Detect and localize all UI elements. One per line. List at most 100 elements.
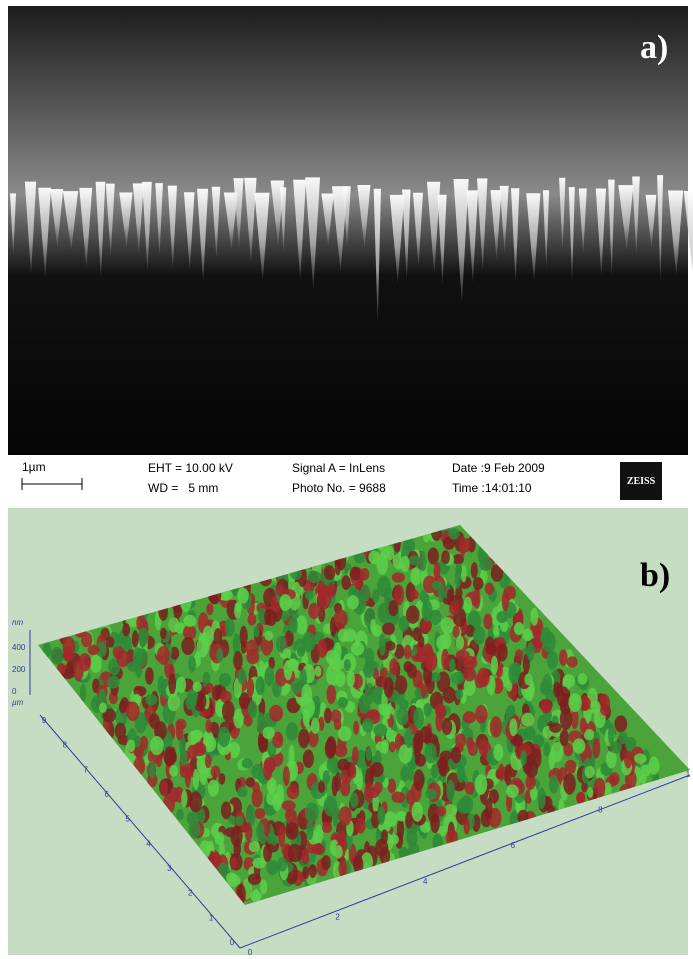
sem-spike — [79, 187, 93, 269]
afm-peak — [249, 890, 262, 901]
afm-peak — [285, 822, 299, 840]
afm-peak — [214, 831, 225, 845]
sem-spike — [402, 189, 411, 281]
afm-peak — [427, 547, 439, 565]
afm-peak — [463, 666, 476, 682]
scale-bar — [21, 478, 83, 490]
afm-peak — [247, 873, 262, 885]
afm-peak — [318, 716, 325, 731]
afm-peak — [181, 789, 188, 808]
afm-peak — [412, 627, 423, 642]
afm-peak — [412, 733, 424, 754]
afm-peak — [382, 622, 395, 635]
afm-peak — [301, 683, 313, 706]
afm-peak — [295, 615, 308, 635]
afm-peak — [509, 718, 518, 737]
afm-peak — [204, 682, 214, 694]
afm-peak — [559, 729, 569, 747]
afm-peak — [326, 684, 336, 704]
afm-peak — [269, 704, 283, 722]
sem-spike — [305, 177, 321, 290]
afm-peak — [160, 780, 168, 797]
afm-peak — [450, 671, 465, 685]
afm-peak — [540, 679, 552, 696]
afm-peak — [306, 820, 314, 841]
afm-peak — [640, 764, 651, 777]
afm-peak — [442, 536, 456, 550]
x-tick-label: 8 — [598, 806, 603, 815]
sem-spike — [490, 190, 502, 260]
afm-peak — [145, 693, 158, 706]
afm-peak — [241, 758, 253, 769]
afm-peak — [522, 653, 530, 674]
afm-peak — [207, 779, 219, 797]
afm-peak — [359, 567, 370, 581]
afm-peak — [403, 644, 412, 660]
sem-spike — [183, 192, 195, 271]
sem-spike — [426, 181, 441, 275]
afm-peak — [168, 617, 180, 633]
afm-peak — [149, 736, 164, 756]
afm-peak — [317, 639, 327, 658]
afm-peak — [192, 768, 200, 790]
afm-peak — [371, 624, 382, 637]
afm-peak — [394, 733, 403, 751]
sem-spike — [119, 192, 133, 248]
afm-peak — [456, 764, 466, 784]
afm-peak — [436, 805, 447, 817]
afm-peak — [308, 602, 320, 620]
sem-spike — [542, 190, 550, 270]
afm-peak — [192, 742, 207, 757]
afm-peak — [549, 774, 559, 794]
y-tick-label: 2 — [188, 889, 193, 898]
afm-peak — [349, 763, 357, 779]
sem-spike — [499, 185, 509, 254]
afm-peak — [559, 708, 573, 730]
afm-peak — [218, 841, 225, 859]
afm-peak — [188, 655, 197, 673]
y-tick-label: 6 — [104, 790, 109, 799]
afm-peak — [259, 879, 268, 895]
afm-peak — [285, 721, 299, 741]
afm-peak — [383, 676, 394, 699]
sem-spike — [568, 187, 575, 283]
afm-peak — [625, 737, 637, 750]
afm-peak — [472, 577, 484, 591]
afm-peak — [540, 699, 552, 714]
afm-peak — [579, 717, 587, 734]
afm-peak — [389, 658, 399, 676]
afm-peak — [268, 656, 275, 670]
afm-peak — [107, 675, 120, 689]
afm-peak — [520, 750, 528, 766]
afm-peak — [204, 754, 212, 769]
x-tick-label: 2 — [335, 912, 340, 921]
afm-peak — [492, 625, 500, 637]
afm-peak — [563, 773, 576, 795]
afm-peak — [358, 694, 370, 714]
afm-peak — [175, 721, 184, 741]
afm-peak — [245, 639, 259, 657]
afm-peak — [524, 673, 533, 686]
afm-peak — [391, 791, 406, 803]
sem-spike — [595, 188, 606, 276]
afm-peak — [380, 544, 390, 559]
logo: ZEISS — [627, 476, 656, 487]
afm-peak — [578, 695, 591, 712]
afm-peak — [301, 848, 310, 865]
afm-peak — [452, 625, 460, 638]
afm-peak — [337, 726, 352, 742]
afm-peak — [346, 670, 355, 688]
afm-peak — [435, 711, 443, 732]
afm-peak — [139, 631, 146, 648]
afm-peak — [334, 845, 343, 859]
afm-peak — [391, 572, 406, 583]
afm-peak — [338, 806, 352, 827]
afm-peak — [389, 834, 399, 845]
afm-peak — [400, 765, 410, 782]
afm-peak — [192, 681, 202, 692]
scale-bar-label: 1µm — [22, 460, 46, 474]
afm-peak — [443, 804, 458, 817]
afm-peak — [370, 762, 384, 778]
